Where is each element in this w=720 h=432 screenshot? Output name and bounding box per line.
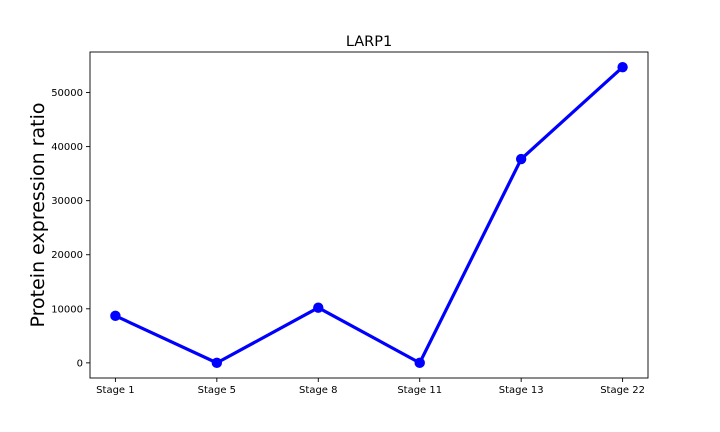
x-tick-label: Stage 22 — [600, 385, 645, 396]
chart-title: LARP1 — [346, 34, 392, 50]
data-point — [515, 153, 527, 165]
x-tick-label: Stage 11 — [397, 385, 442, 396]
y-tick-label: 30000 — [51, 196, 83, 207]
x-tick-label: Stage 8 — [299, 385, 337, 396]
y-tick-label: 20000 — [51, 250, 83, 261]
data-point — [211, 357, 223, 369]
y-tick-label: 40000 — [51, 142, 83, 153]
data-point — [414, 357, 425, 369]
y-tick-label: 50000 — [51, 88, 83, 99]
x-tick-label: Stage 13 — [499, 385, 544, 396]
series-line — [113, 65, 625, 365]
x-tick-label: Stage 5 — [198, 385, 236, 396]
data-point — [110, 310, 121, 322]
y-axis-label: Protein expression ratio — [27, 103, 49, 328]
data-point — [313, 302, 324, 313]
data-point — [617, 61, 628, 73]
plot-area: 0 10000 20000 30000 40000 50000 Stage 1 Stage 5… — [51, 61, 645, 396]
x-tick-label: Stage 1 — [96, 385, 134, 396]
axes-frame — [89, 51, 649, 379]
y-tick-label: 10000 — [51, 304, 83, 315]
y-tick-label: 0 — [77, 358, 83, 369]
